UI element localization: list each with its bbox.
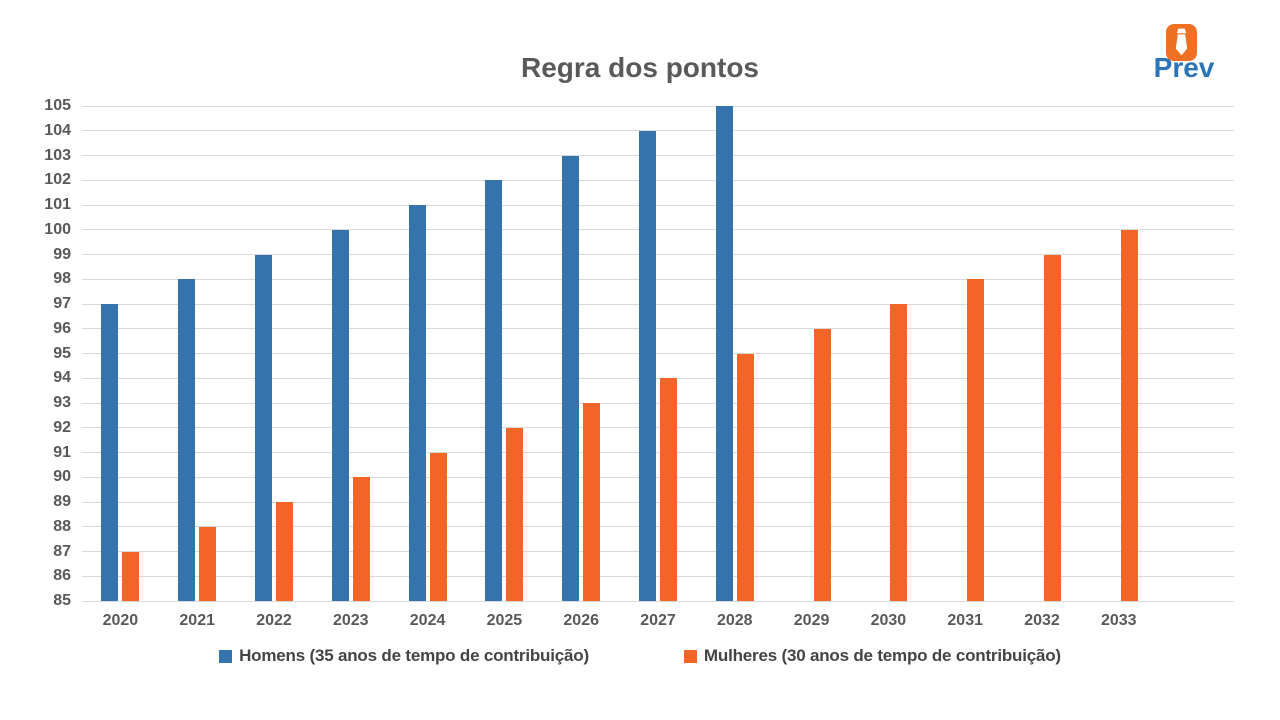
gridline — [82, 526, 1234, 528]
bar-homens-2026 — [562, 155, 580, 601]
gridline — [82, 402, 1234, 404]
gridline — [82, 179, 1234, 181]
bar-homens-2024 — [408, 205, 426, 601]
x-axis-label: 2029 — [793, 612, 830, 629]
y-axis-label: 85 — [53, 592, 71, 609]
prev-logo: Prev — [1140, 0, 1280, 100]
chart-title: Regra dos pontos — [520, 52, 759, 83]
y-axis-label: 105 — [44, 97, 71, 114]
y-axis-label: 86 — [53, 567, 71, 585]
bar-mulheres-2030 — [890, 304, 908, 601]
y-axis-label: 99 — [53, 245, 71, 263]
y-axis-label: 89 — [53, 493, 71, 510]
y-axis-label: 104 — [44, 121, 71, 139]
gridline — [82, 204, 1234, 206]
gridline — [82, 105, 1234, 107]
gridline — [82, 377, 1234, 379]
bar-homens-2028 — [715, 106, 733, 601]
legend-label: Homens (35 anos de tempo de contribuição… — [239, 646, 589, 665]
gridline — [82, 278, 1234, 280]
gridline — [82, 476, 1234, 478]
logo-text: Prev — [1153, 52, 1215, 83]
bar-homens-2023 — [331, 229, 349, 601]
x-axis-label: 2024 — [409, 612, 446, 629]
x-axis-label: 2021 — [179, 612, 215, 629]
gridline — [82, 229, 1234, 231]
x-axis-label: 2025 — [486, 612, 523, 629]
x-axis-label: 2027 — [640, 612, 676, 629]
bar-mulheres-2024 — [429, 452, 447, 601]
bar-mulheres-2022 — [276, 502, 293, 601]
bar-mulheres-2033 — [1120, 229, 1138, 601]
gridline — [82, 575, 1234, 577]
gridline — [82, 600, 1234, 602]
bar-mulheres-2032 — [1044, 254, 1061, 601]
legend-entry-homens: Homens (35 anos de tempo de contribuição… — [219, 646, 589, 666]
gridline — [82, 427, 1234, 429]
bar-mulheres-2028 — [736, 353, 754, 601]
x-axis-label: 2028 — [716, 612, 753, 629]
gridline — [82, 155, 1234, 156]
y-axis-label: 88 — [53, 517, 71, 535]
x-axis-label: 2033 — [1100, 612, 1137, 629]
y-axis-label: 101 — [44, 196, 71, 213]
x-axis-label: 2032 — [1024, 612, 1060, 629]
y-axis-label: 90 — [53, 468, 71, 486]
gridline — [82, 452, 1234, 453]
y-axis-label: 93 — [53, 394, 71, 411]
y-axis-label: 91 — [53, 443, 71, 461]
bar-homens-2020 — [101, 304, 119, 601]
y-axis-label: 92 — [53, 418, 71, 436]
y-axis-label: 103 — [44, 146, 71, 164]
y-axis-label: 94 — [53, 369, 71, 387]
bar-mulheres-2029 — [813, 328, 831, 601]
legend-label: Mulheres (30 anos de tempo de contribuiç… — [703, 646, 1061, 665]
gridline — [82, 303, 1234, 305]
y-axis-label: 87 — [53, 542, 71, 560]
y-axis-label: 100 — [44, 220, 71, 238]
bar-mulheres-2025 — [506, 427, 524, 601]
bar-mulheres-2023 — [352, 477, 370, 601]
x-axis-label: 2030 — [870, 612, 907, 629]
x-axis-label: 2031 — [947, 612, 983, 629]
y-axis-label: 102 — [44, 171, 71, 189]
bar-mulheres-2021 — [199, 526, 217, 601]
y-axis-label: 95 — [53, 344, 71, 362]
gridline — [82, 353, 1234, 354]
bar-homens-2022 — [255, 254, 272, 601]
tie-icon — [1166, 24, 1197, 61]
y-axis-label: 97 — [53, 295, 71, 312]
y-axis-label: 98 — [53, 270, 71, 288]
gridline — [82, 130, 1234, 132]
bar-homens-2025 — [485, 180, 503, 601]
gridline — [82, 328, 1234, 330]
bar-mulheres-2026 — [583, 403, 601, 601]
x-axis-label: 2020 — [102, 612, 139, 629]
chart-legend: Homens (35 anos de tempo de contribuição… — [0, 646, 1280, 666]
y-axis-label: 96 — [53, 319, 71, 337]
x-axis-label: 2026 — [563, 612, 599, 629]
bar-homens-2021 — [178, 279, 196, 601]
x-axis-label: 2023 — [332, 612, 369, 629]
x-axis-label: 2022 — [256, 612, 292, 629]
legend-swatch-icon — [219, 649, 233, 663]
bar-homens-2027 — [639, 130, 656, 601]
bar-mulheres-2031 — [967, 279, 985, 601]
gridline — [82, 551, 1234, 552]
bar-mulheres-2027 — [660, 378, 677, 601]
bar-mulheres-2020 — [122, 551, 140, 601]
gridline — [82, 501, 1234, 503]
legend-swatch-icon — [683, 649, 697, 663]
gridline — [82, 254, 1234, 255]
legend-entry-mulheres: Mulheres (30 anos de tempo de contribuiç… — [683, 646, 1061, 666]
